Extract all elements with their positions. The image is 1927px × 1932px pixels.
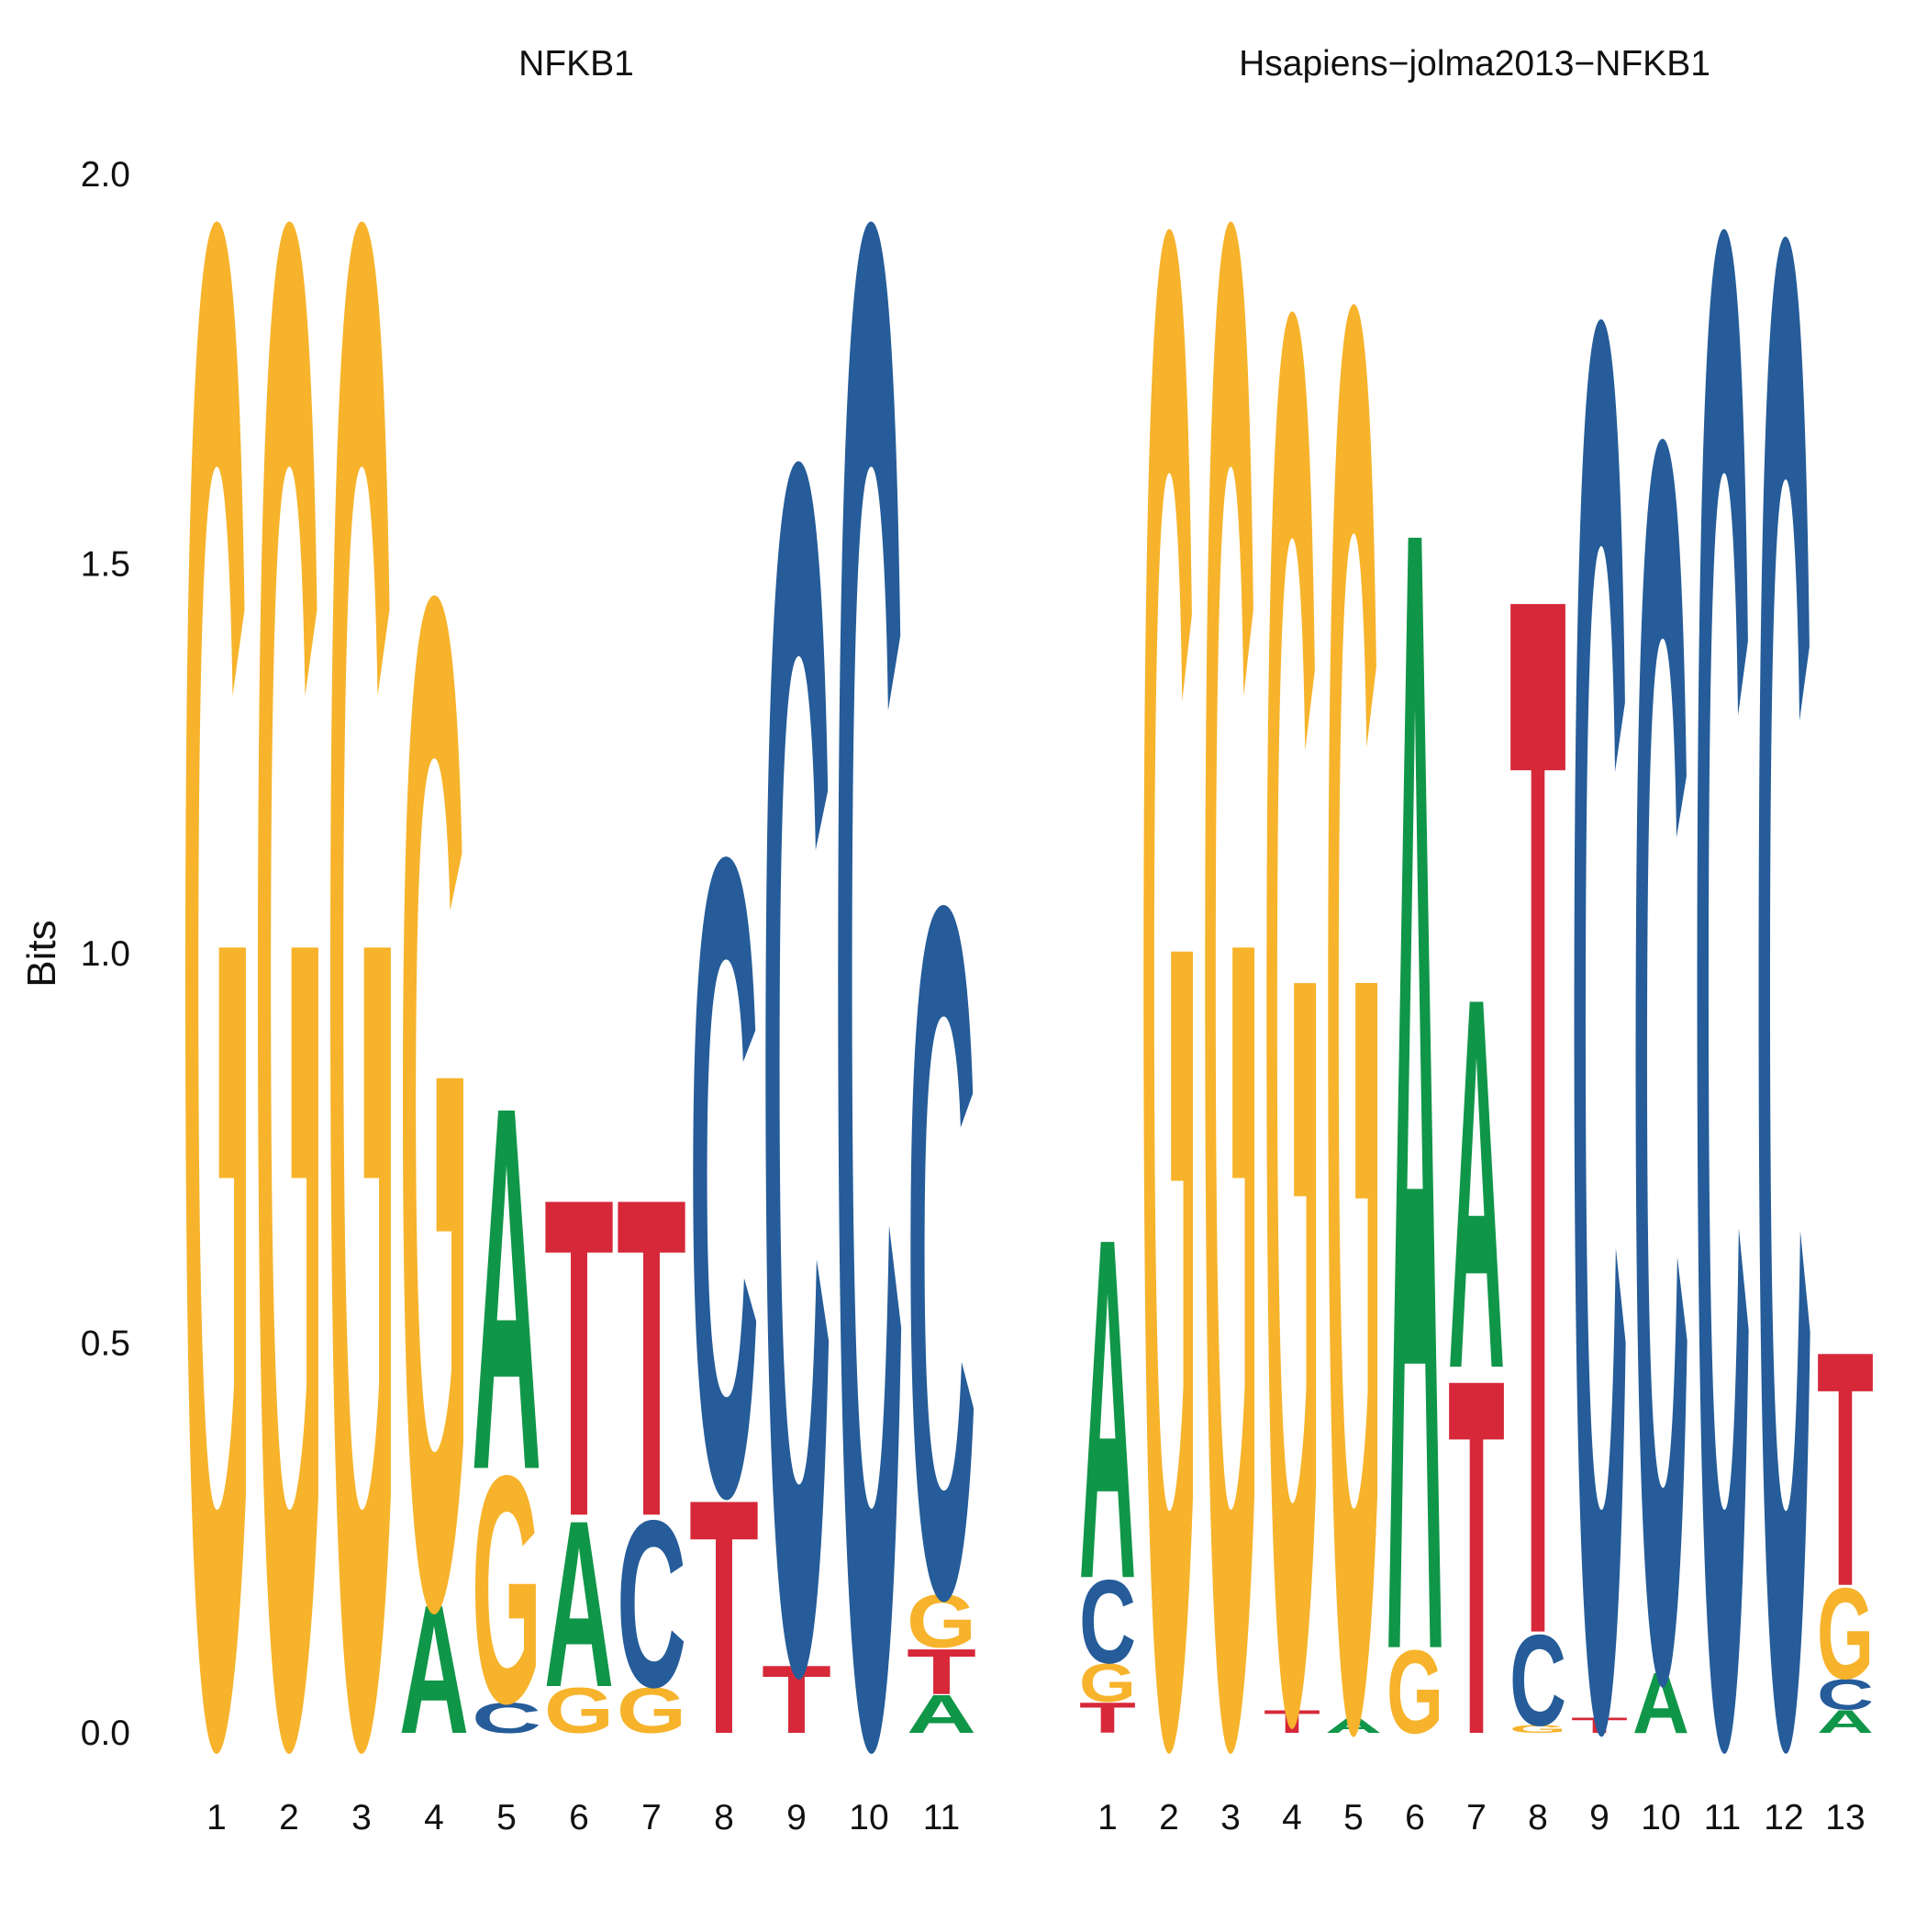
logo-letter-t: T <box>1817 1281 1874 1657</box>
logo-letter-g: G <box>254 0 324 1927</box>
logo-letter-t: T <box>689 1429 759 1804</box>
logo-letter-a: A <box>1817 1703 1874 1739</box>
x-tick-label: 9 <box>1589 1798 1610 1837</box>
x-tick-label: 7 <box>1466 1798 1487 1837</box>
x-tick-labels: 1 2 3 4 5 6 7 8 9 10 11 12 13 <box>1097 1798 1866 1837</box>
logo-letter-g: G <box>544 1675 614 1748</box>
x-tick-label: 11 <box>923 1798 961 1837</box>
logo-letter-g: G <box>327 0 396 1927</box>
logo-letter-g: G <box>1387 1625 1443 1759</box>
logo-letter-t: T <box>1264 1703 1320 1740</box>
x-tick-label: 1 <box>1097 1798 1118 1837</box>
x-tick-label: 10 <box>1641 1798 1680 1837</box>
x-tick-label: 6 <box>1405 1798 1425 1837</box>
logo-letter-t: T <box>1571 1714 1628 1738</box>
logo-letter-a: A <box>1387 187 1443 1927</box>
x-tick-label: 12 <box>1764 1798 1803 1837</box>
x-tick-label: 13 <box>1825 1798 1865 1837</box>
logo-letter-a: A <box>1079 1136 1136 1681</box>
x-tick-label: 4 <box>424 1798 444 1837</box>
logo-letter-g: G <box>399 298 469 1906</box>
x-tick-labels: 1 2 3 4 5 6 7 8 9 10 11 <box>206 1798 960 1837</box>
logo-letter-a: A <box>1448 887 1505 1480</box>
y-axis: 0.0 0.5 1.0 1.5 2.0 Bits <box>19 155 130 1753</box>
logo-letter-c: C <box>1694 0 1751 1927</box>
logo-letter-c: C <box>472 1694 541 1743</box>
x-tick-label: 8 <box>1528 1798 1548 1837</box>
x-tick-label: 6 <box>569 1798 589 1837</box>
logo-letter-c: C <box>1079 1556 1136 1689</box>
logo-letter-t: T <box>1448 1273 1505 1841</box>
panel-title: NFKB1 <box>518 44 634 84</box>
logo-letter-t: T <box>907 1636 976 1708</box>
x-tick-label: 5 <box>1343 1798 1364 1837</box>
logo-letter-g: G <box>182 0 251 1927</box>
x-tick-label: 3 <box>1220 1798 1241 1837</box>
y-tick-label: 0.5 <box>81 1324 130 1364</box>
logo-letter-c: C <box>689 669 759 1685</box>
y-tick-label: 2.0 <box>81 155 130 195</box>
y-axis-label: Bits <box>19 920 64 987</box>
logo-letter-g: G <box>1079 1653 1136 1714</box>
logo-letter-c: C <box>1509 1607 1566 1752</box>
logo-letter-g: G <box>1202 0 1259 1927</box>
logo-letter-c: C <box>1571 0 1628 1927</box>
logo-letter-a: A <box>399 1566 469 1771</box>
logo-letter-c: C <box>762 106 831 1927</box>
x-tick-label: 2 <box>279 1798 299 1837</box>
logo-letter-g: G <box>1141 0 1197 1927</box>
logo-letter-c: C <box>907 701 976 1802</box>
logo-letter-g: G <box>617 1675 686 1748</box>
logo-letter-t: T <box>762 1645 831 1754</box>
x-tick-label: 9 <box>786 1798 807 1837</box>
x-tick-label: 3 <box>351 1798 372 1837</box>
logo-letter-a: A <box>1325 1714 1382 1737</box>
x-tick-label: 2 <box>1159 1798 1179 1837</box>
logo-letter-g: G <box>907 1580 976 1664</box>
logo-letter-c: C <box>1755 0 1812 1927</box>
logo-letter-g: G <box>472 1408 541 1770</box>
logo-letter-g: G <box>1817 1562 1874 1707</box>
logo-letter-a: A <box>472 999 541 1580</box>
y-tick-label: 1.0 <box>81 934 130 974</box>
logo-letter-c: C <box>617 1470 686 1737</box>
y-tick-label: 1.5 <box>81 545 130 585</box>
logo-letter-c: C <box>1817 1670 1874 1719</box>
logo-letter-t: T <box>617 1103 686 1612</box>
x-tick-label: 5 <box>496 1798 517 1837</box>
logo-letter-c: C <box>834 0 904 1927</box>
logo-letter-t: T <box>1509 280 1566 1927</box>
logo-letter-c: C <box>1632 74 1689 1927</box>
logo-letter-t: T <box>1079 1693 1136 1742</box>
x-tick-label: 1 <box>206 1798 227 1837</box>
logo-letter-g: G <box>1325 0 1382 1927</box>
logo-letter-g: G <box>1264 0 1320 1927</box>
x-tick-label: 11 <box>1704 1798 1742 1837</box>
x-tick-label: 7 <box>641 1798 662 1837</box>
x-tick-label: 10 <box>849 1798 888 1837</box>
x-tick-label: 8 <box>714 1798 734 1837</box>
logo-letter-g: G <box>1509 1723 1566 1735</box>
y-tick-label: 0.0 <box>81 1714 130 1753</box>
logo-letter-a: A <box>907 1684 976 1745</box>
logo-letter-a: A <box>544 1470 614 1737</box>
logo-letter-t: T <box>544 1103 614 1612</box>
logo-letter-a: A <box>1632 1655 1689 1752</box>
x-tick-label: 4 <box>1282 1798 1302 1837</box>
panel-title: Hsapiens−jolma2013−NFKB1 <box>1239 44 1710 84</box>
